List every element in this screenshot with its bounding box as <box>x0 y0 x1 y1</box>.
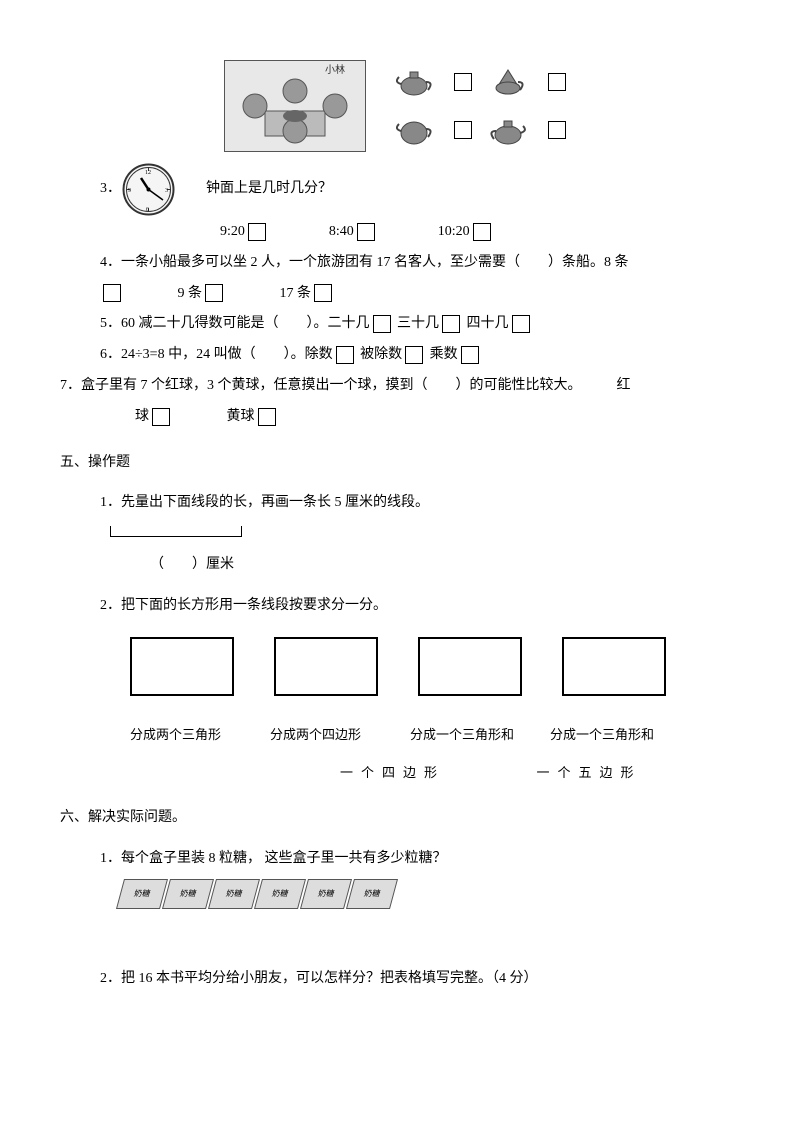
q7-line2: 球 黄球 <box>135 402 733 433</box>
q3-opt3: 10:20 <box>438 224 470 239</box>
rectangle[interactable] <box>130 637 234 696</box>
rectangle[interactable] <box>418 637 522 696</box>
checkbox[interactable] <box>373 315 391 333</box>
svg-text:3: 3 <box>165 188 168 194</box>
candy-box: 奶糖 <box>162 879 214 909</box>
q4-opt3: 17 条 <box>280 286 312 301</box>
q6-text: 6．24÷3=8 中，24 叫做（ ）。除数 <box>100 347 333 362</box>
checkbox[interactable] <box>454 73 472 91</box>
candy-box: 奶糖 <box>300 879 352 909</box>
rect-label: 分成一个三角形和 <box>550 721 690 750</box>
q3-row: 3． 12 3 6 9 钟面上是几时几分？ <box>100 162 733 217</box>
s6q1: 1．每个盒子里装 8 粒糖， 这些盒子里一共有多少粒糖？ <box>100 844 733 875</box>
svg-text:12: 12 <box>145 170 151 176</box>
checkbox[interactable] <box>442 315 460 333</box>
candy-row: 奶糖 奶糖 奶糖 奶糖 奶糖 奶糖 <box>120 879 733 909</box>
q3-opt2: 8:40 <box>329 224 354 239</box>
q3-opt1: 9:20 <box>220 224 245 239</box>
s6q2: 2．把 16 本书平均分给小朋友，可以怎样分？把表格填写完整。（4 分） <box>100 964 733 995</box>
checkbox[interactable] <box>512 315 530 333</box>
teapot-icon <box>490 64 530 99</box>
q5-text: 5．60 减二十几得数可能是（ ）。二十几 <box>100 316 370 331</box>
checkbox[interactable] <box>336 346 354 364</box>
rect-sublabel: 一个五边形 <box>537 759 734 788</box>
svg-text:6: 6 <box>146 207 149 213</box>
q6: 6．24÷3=8 中，24 叫做（ ）。除数 被除数 乘数 <box>100 340 733 371</box>
checkbox[interactable] <box>258 408 276 426</box>
teapot-grid <box>396 60 569 152</box>
svg-text:9: 9 <box>128 188 131 194</box>
rect-sublabel: 一个四边形 <box>340 759 537 788</box>
q7-opt1: 球 <box>135 409 149 424</box>
q7-text: 7．盒子里有 7 个红球，3 个黄球，任意摸出一个球，摸到（ ）的可能性比较大。… <box>60 378 631 393</box>
rectangle[interactable] <box>562 637 666 696</box>
section6-title: 六、解决实际问题。 <box>60 803 733 834</box>
checkbox[interactable] <box>314 284 332 302</box>
checkbox[interactable] <box>461 346 479 364</box>
q4-text: 4．一条小船最多可以坐 2 人，一个旅游团有 17 名客人，至少需要（ ）条船。… <box>100 255 629 270</box>
rectangle[interactable] <box>274 637 378 696</box>
top-image-row: 小林 <box>60 60 733 152</box>
candy-box: 奶糖 <box>116 879 168 909</box>
section5-title: 五、操作题 <box>60 448 733 479</box>
q3-text: 钟面上是几时几分？ <box>206 174 332 205</box>
checkbox[interactable] <box>454 121 472 139</box>
rect-labels: 分成两个三角形 分成两个四边形 分成一个三角形和 分成一个三角形和 <box>130 721 733 750</box>
q7-line1: 7．盒子里有 7 个红球，3 个黄球，任意摸出一个球，摸到（ ）的可能性比较大。… <box>60 371 733 402</box>
q6-opt3: 乘数 <box>430 347 458 362</box>
checkbox[interactable] <box>152 408 170 426</box>
q3-number: 3． <box>100 174 121 205</box>
q4-line2: 9 条 17 条 <box>100 279 733 310</box>
q3-options: 9:20 8:40 10:20 <box>220 217 733 248</box>
teapot-icon <box>396 64 436 99</box>
candy-box: 奶糖 <box>346 879 398 909</box>
rect-sublabels: 一个四边形 一个五边形 <box>340 759 733 788</box>
checkbox[interactable] <box>473 223 491 241</box>
q4-line1: 4．一条小船最多可以坐 2 人，一个旅游团有 17 名客人，至少需要（ ）条船。… <box>100 248 733 279</box>
top-label: 小林 <box>325 63 345 76</box>
line-segment <box>110 526 242 537</box>
q5-opt2: 三十几 <box>397 316 439 331</box>
checkbox[interactable] <box>205 284 223 302</box>
checkbox[interactable] <box>248 223 266 241</box>
candy-box: 奶糖 <box>208 879 260 909</box>
s5q2: 2．把下面的长方形用一条线段按要求分一分。 <box>100 591 733 622</box>
checkbox[interactable] <box>548 121 566 139</box>
checkbox[interactable] <box>103 284 121 302</box>
rect-label: 分成两个三角形 <box>130 721 270 750</box>
checkbox[interactable] <box>405 346 423 364</box>
children-table-image: 小林 <box>224 60 366 152</box>
q5: 5．60 减二十几得数可能是（ ）。二十几 三十几 四十几 <box>100 309 733 340</box>
rect-row <box>130 637 733 696</box>
candy-box: 奶糖 <box>254 879 306 909</box>
teapot-icon <box>490 113 530 148</box>
q7-opt2: 黄球 <box>227 409 255 424</box>
s5q1-cm: （ ）厘米 <box>150 550 733 581</box>
q5-opt3: 四十几 <box>467 316 509 331</box>
q4-opt2: 9 条 <box>178 286 203 301</box>
q6-opt2: 被除数 <box>360 347 402 362</box>
checkbox[interactable] <box>357 223 375 241</box>
clock-icon: 12 3 6 9 <box>121 162 176 217</box>
teapot-icon <box>396 113 436 148</box>
s5q1: 1．先量出下面线段的长，再画一条长 5 厘米的线段。 <box>100 488 733 519</box>
checkbox[interactable] <box>548 73 566 91</box>
rect-label: 分成一个三角形和 <box>410 721 550 750</box>
rect-label: 分成两个四边形 <box>270 721 410 750</box>
